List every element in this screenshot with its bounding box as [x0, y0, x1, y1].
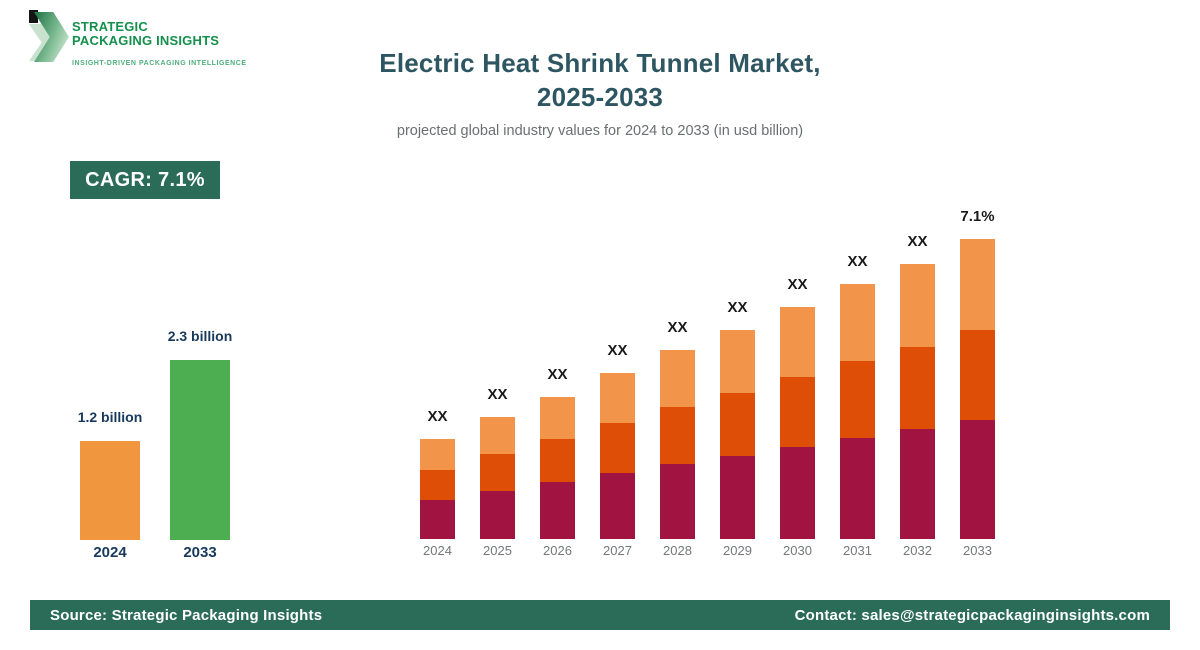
bar-segment-segment-top-2025 [480, 417, 515, 454]
bar-segment-segment-middle-2032 [900, 347, 935, 429]
bar-value-label-2025: XX [487, 386, 508, 403]
bar-segment-segment-bottom-2024 [420, 500, 455, 539]
x-axis-label-2027: 2027 [603, 543, 632, 558]
x-axis-label-2029: 2029 [723, 543, 752, 558]
bar-segment-segment-middle-2031 [840, 361, 875, 438]
bar-segment-segment-top-2031 [840, 284, 875, 361]
bar-segment-segment-bottom-2033 [960, 420, 995, 539]
bar-value-label-2024: XX [427, 408, 448, 425]
logo-square-icon [29, 10, 38, 23]
cagr-badge: CAGR: 7.1% [70, 161, 220, 199]
bar-value-label-2027: XX [607, 342, 628, 359]
bar-value-label-2030: XX [787, 276, 808, 293]
bar-segment-segment-bottom-2027 [600, 473, 635, 539]
summary-bar-2033 [170, 360, 230, 540]
x-axis-label-2024: 2024 [423, 543, 452, 558]
summary-x-axis-label: 2024 [93, 544, 127, 561]
bar-segment-segment-middle-2024 [420, 470, 455, 500]
bar-segment-segment-middle-2026 [540, 439, 575, 482]
x-axis-label-2025: 2025 [483, 543, 512, 558]
bar-value-label-2033: 7.1% [960, 208, 995, 225]
bar-segment-segment-top-2033 [960, 239, 995, 330]
logo-line-2: PACKAGING INSIGHTS [72, 33, 220, 48]
x-axis-label-2030: 2030 [783, 543, 812, 558]
bar-segment-segment-top-2032 [900, 264, 935, 347]
bar-segment-segment-top-2029 [720, 330, 755, 393]
bar-segment-segment-top-2024 [420, 439, 455, 470]
stacked-bar-chart: XX 2024 XX 2025 XX 2026 XX 2027 XX 2028 XX 2029 XX 20… [405, 200, 1065, 580]
footer-bar: Source: Strategic Packaging Insights Con… [30, 600, 1170, 630]
bar-segment-segment-bottom-2029 [720, 456, 755, 539]
footer-contact: Contact: sales@strategicpackaginginsight… [794, 606, 1150, 624]
bar-value-label-2026: XX [547, 366, 568, 383]
footer-source: Source: Strategic Packaging Insights [50, 606, 323, 624]
x-axis-label-2028: 2028 [663, 543, 692, 558]
bar-segment-segment-top-2030 [780, 307, 815, 377]
summary-bar-2024 [80, 441, 140, 540]
bar-segment-segment-middle-2033 [960, 330, 995, 420]
bar-value-label-2028: XX [667, 319, 688, 336]
bar-value-label-2029: XX [727, 299, 748, 316]
bar-segment-segment-middle-2030 [780, 377, 815, 447]
x-axis-label-2032: 2032 [903, 543, 932, 558]
logo-text: STRATEGIC PACKAGING INSIGHTS INSIGHT-DRI… [72, 20, 247, 71]
bar-segment-segment-bottom-2025 [480, 491, 515, 539]
page-title-line-1: Electric Heat Shrink Tunnel Market, [379, 48, 821, 78]
bar-segment-segment-bottom-2031 [840, 438, 875, 539]
bar-segment-segment-middle-2027 [600, 423, 635, 473]
bar-value-label-2031: XX [847, 253, 868, 270]
page-subtitle: projected global industry values for 202… [396, 123, 804, 139]
logo: STRATEGIC PACKAGING INSIGHTS INSIGHT-DRI… [0, 0, 260, 90]
page-title-line-2: 2025-2033 [536, 82, 664, 112]
summary-bar-chart: 1.2 billion 2024 2.3 billion 2033 [60, 315, 270, 575]
bar-segment-segment-middle-2028 [660, 407, 695, 464]
bar-segment-segment-top-2028 [660, 350, 695, 407]
bar-segment-segment-bottom-2032 [900, 429, 935, 539]
bar-value-label-2032: XX [907, 233, 928, 250]
header: Electric Heat Shrink Tunnel Market, 2025… [0, 46, 1200, 139]
x-axis-label-2031: 2031 [843, 543, 872, 558]
summary-x-axis-label: 2033 [183, 544, 217, 561]
logo-line-1: STRATEGIC [72, 19, 148, 34]
summary-value-label: 1.2 billion [77, 409, 143, 425]
bar-segment-segment-bottom-2030 [780, 447, 815, 539]
summary-value-label: 2.3 billion [167, 328, 233, 344]
x-axis-label-2033: 2033 [963, 543, 992, 558]
bar-segment-segment-middle-2025 [480, 454, 515, 491]
logo-tagline: INSIGHT-DRIVEN PACKAGING INTELLIGENCE [72, 60, 247, 67]
bar-segment-segment-bottom-2028 [660, 464, 695, 539]
x-axis-label-2026: 2026 [543, 543, 572, 558]
bar-segment-segment-top-2026 [540, 397, 575, 439]
bar-segment-segment-top-2027 [600, 373, 635, 423]
bar-segment-segment-middle-2029 [720, 393, 755, 456]
bar-segment-segment-bottom-2026 [540, 482, 575, 539]
